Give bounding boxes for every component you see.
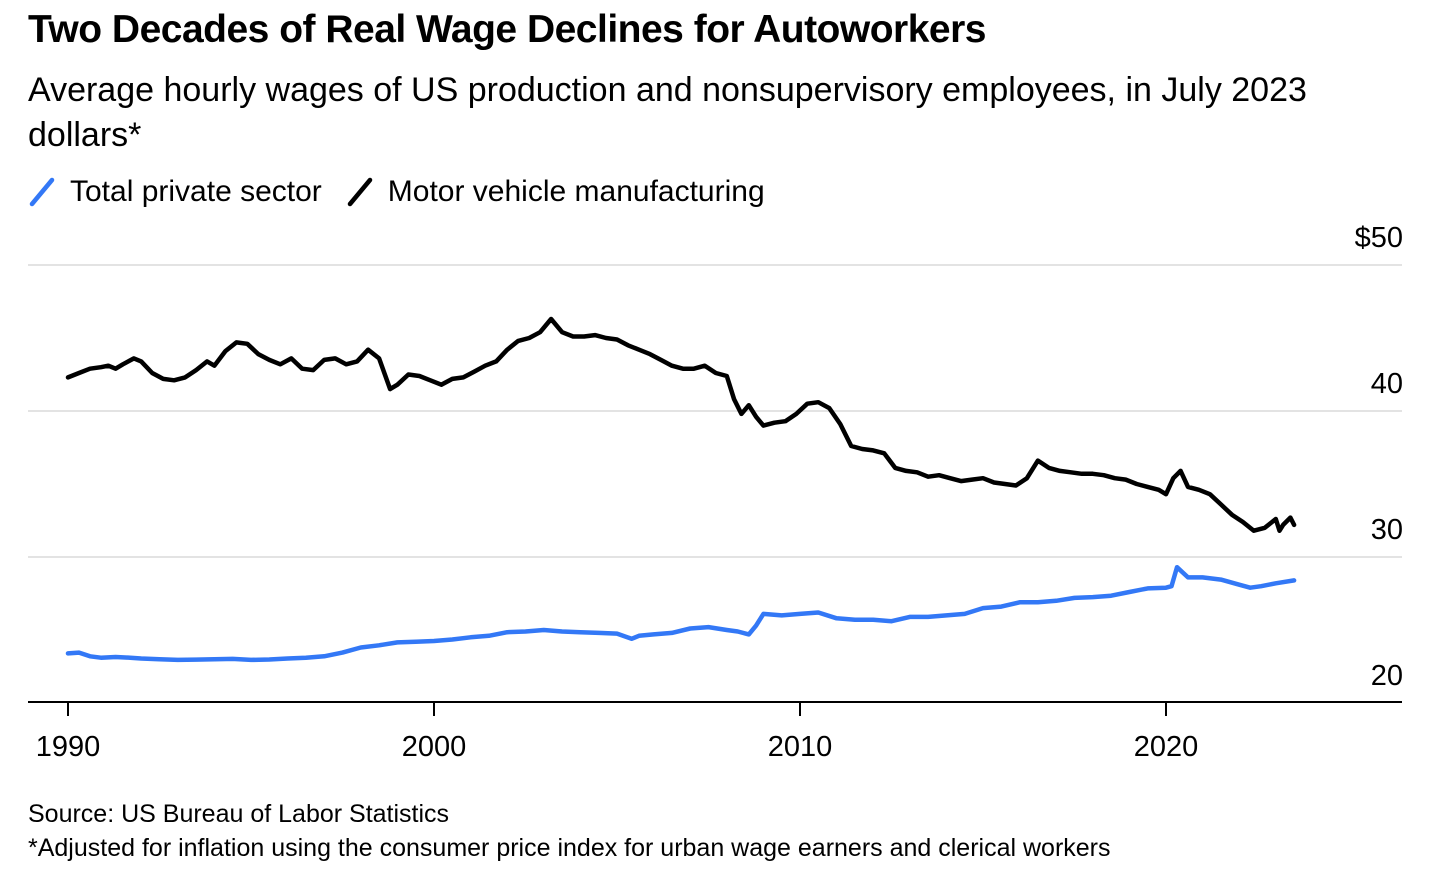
y-tick-label-40: 40 xyxy=(1371,368,1403,400)
legend-label-total-private: Total private sector xyxy=(70,175,322,208)
y-tick-label-20: 20 xyxy=(1371,660,1403,692)
legend-swatch-total-private xyxy=(29,177,55,207)
series-line-total-private xyxy=(65,564,1297,663)
legend: Total private sector Motor vehicle manuf… xyxy=(28,170,789,214)
legend-label-motor-vehicle: Motor vehicle manufacturing xyxy=(387,175,765,208)
x-tick-label-2010: 2010 xyxy=(768,731,833,763)
legend-item-motor-vehicle: Motor vehicle manufacturing xyxy=(346,175,765,209)
chart-subtitle: Average hourly wages of US production an… xyxy=(28,71,1307,154)
gridlines xyxy=(28,264,1402,558)
source-note: Source: US Bureau of Labor Statistics xyxy=(28,800,450,828)
chart-title: Two Decades of Real Wage Declines for Au… xyxy=(28,8,986,51)
series-lines xyxy=(65,316,1297,663)
y-tick-label-50: $50 xyxy=(1355,222,1403,254)
x-tick-label-1990: 1990 xyxy=(36,731,101,763)
y-axis-tick-labels: 20 30 40 $50 xyxy=(1355,222,1403,692)
footnote: *Adjusted for inflation using the consum… xyxy=(28,834,1111,862)
y-tick-label-30: 30 xyxy=(1371,514,1403,546)
legend-swatch-motor-vehicle xyxy=(347,177,373,207)
x-axis: 1990 2000 2010 2020 xyxy=(28,701,1402,763)
x-tick-label-2020: 2020 xyxy=(1134,731,1199,763)
series-line-motor-vehicle xyxy=(65,316,1297,533)
legend-item-total-private: Total private sector xyxy=(28,175,322,209)
x-tick-label-2000: 2000 xyxy=(402,731,467,763)
